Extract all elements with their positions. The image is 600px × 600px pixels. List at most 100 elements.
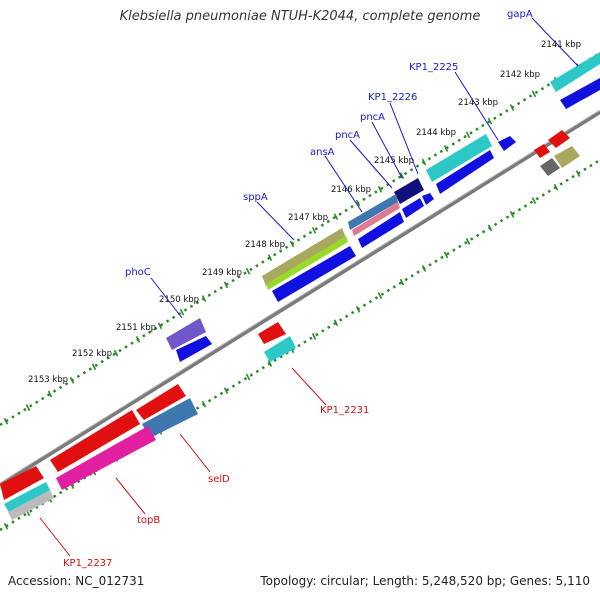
gene-block[interactable]	[534, 144, 550, 158]
gene-block[interactable]	[176, 336, 212, 362]
tick-mark	[47, 390, 53, 398]
leader-line	[454, 71, 499, 141]
gene-block[interactable]	[560, 78, 600, 109]
tick-mark	[465, 238, 471, 245]
gene-block[interactable]	[394, 178, 424, 204]
tick-mark	[267, 360, 273, 367]
gene-block[interactable]	[50, 410, 140, 472]
gene-block[interactable]	[348, 194, 398, 230]
gene-features	[0, 52, 600, 520]
gene-label-kp1-2231[interactable]: KP1_2231	[320, 405, 369, 416]
tick-label: 2153 kbp	[28, 375, 68, 385]
tick-mark	[553, 183, 559, 191]
leader-line	[291, 367, 327, 406]
gene-block[interactable]	[422, 193, 434, 205]
gene-label-topb[interactable]: topB	[137, 515, 160, 526]
tick-mark	[399, 278, 405, 286]
gene-block[interactable]	[4, 482, 52, 514]
tick-mark	[399, 172, 405, 180]
gene-block[interactable]	[402, 198, 424, 218]
tick-label: 2141 kbp	[541, 40, 581, 50]
gene-block[interactable]	[136, 384, 186, 420]
gene-label-phoc[interactable]: phoC	[125, 267, 151, 278]
label-leaders	[39, 17, 579, 557]
map-title: Klebsiella pneumoniae NTUH-K2044, comple…	[119, 9, 481, 24]
genome-backbone	[0, 110, 600, 487]
gene-label-pnca[interactable]: pncA	[360, 112, 385, 123]
gene-block[interactable]	[436, 150, 494, 194]
leader-line	[324, 155, 363, 213]
leader-line	[256, 201, 295, 241]
tick-mark	[509, 210, 515, 218]
gene-label-ansa[interactable]: ansA	[310, 147, 335, 158]
tick-ring-inner	[0, 158, 600, 532]
tick-mark	[531, 197, 537, 205]
tick-mark	[509, 104, 515, 111]
gene-block[interactable]	[142, 398, 198, 438]
gene-label-sppa[interactable]: sppA	[243, 192, 268, 203]
gene-label-kp1-2226[interactable]: KP1_2226	[368, 92, 417, 103]
gene-block[interactable]	[264, 336, 296, 362]
tick-ring-outer	[0, 51, 600, 427]
gene-label-gapa[interactable]: gapA	[507, 9, 533, 20]
tick-label: 2147 kbp	[288, 213, 328, 223]
tick-mark	[355, 199, 361, 207]
tick-label: 2151 kbp	[116, 323, 156, 333]
leader-line	[389, 102, 419, 175]
tick-label: 2149 kbp	[202, 268, 242, 278]
gene-block[interactable]	[550, 52, 600, 92]
tick-mark	[3, 417, 9, 425]
tick-mark	[267, 254, 273, 261]
gene-block[interactable]	[554, 146, 580, 168]
gene-block[interactable]	[540, 158, 560, 176]
gene-label-kp1-2225[interactable]: KP1_2225	[409, 62, 458, 73]
gene-block[interactable]	[258, 322, 286, 344]
gene-labels: gapA KP1_2225 KP1_2226 pncA pncA ansA sp…	[63, 9, 533, 569]
tick-mark	[223, 281, 229, 289]
tick-mark	[421, 158, 427, 166]
gene-block[interactable]	[56, 426, 156, 490]
tick-mark	[113, 349, 119, 357]
gene-block[interactable]	[262, 228, 346, 286]
gene-block[interactable]	[0, 466, 44, 500]
tick-mark	[245, 267, 251, 275]
tick-mark	[465, 131, 471, 139]
tick-mark	[311, 333, 317, 340]
leader-line	[531, 17, 579, 67]
tick-mark	[421, 265, 427, 272]
tick-mark	[91, 363, 97, 371]
tick-mark	[69, 377, 75, 384]
gene-block[interactable]	[498, 136, 516, 151]
gene-block[interactable]	[266, 236, 348, 290]
gene-label-kp1-2237[interactable]: KP1_2237	[63, 558, 112, 569]
tick-mark	[575, 170, 581, 177]
tick-label: 2152 kbp	[72, 349, 112, 359]
tick-mark	[487, 117, 493, 125]
gene-label-pnca[interactable]: pncA	[335, 130, 360, 141]
gene-block[interactable]	[548, 130, 570, 148]
tick-mark	[333, 319, 339, 327]
leader-line	[179, 433, 211, 473]
tick-label: 2146 kbp	[331, 185, 371, 195]
gene-label-seld[interactable]: selD	[208, 474, 230, 485]
leader-line	[115, 477, 146, 515]
tick-mark	[25, 404, 31, 411]
gene-block[interactable]	[358, 212, 404, 248]
leader-line	[39, 517, 71, 557]
gene-block[interactable]	[426, 134, 492, 182]
tick-mark	[3, 522, 9, 530]
tick-label: 2143 kbp	[458, 98, 498, 108]
gene-block[interactable]	[352, 202, 400, 236]
leader-line	[349, 139, 393, 189]
gene-block[interactable]	[166, 318, 206, 350]
tick-mark	[333, 213, 339, 221]
tick-mark	[289, 240, 295, 248]
gene-block[interactable]	[272, 246, 356, 302]
gene-block[interactable]	[8, 490, 54, 520]
tick-mark	[443, 251, 449, 259]
tick-labels: 2141 kbp 2142 kbp 2143 kbp 2144 kbp 2145…	[28, 40, 581, 385]
tick-mark	[201, 295, 207, 302]
tick-mark	[377, 292, 383, 300]
tick-mark	[201, 400, 207, 408]
tick-label: 2142 kbp	[500, 70, 540, 80]
